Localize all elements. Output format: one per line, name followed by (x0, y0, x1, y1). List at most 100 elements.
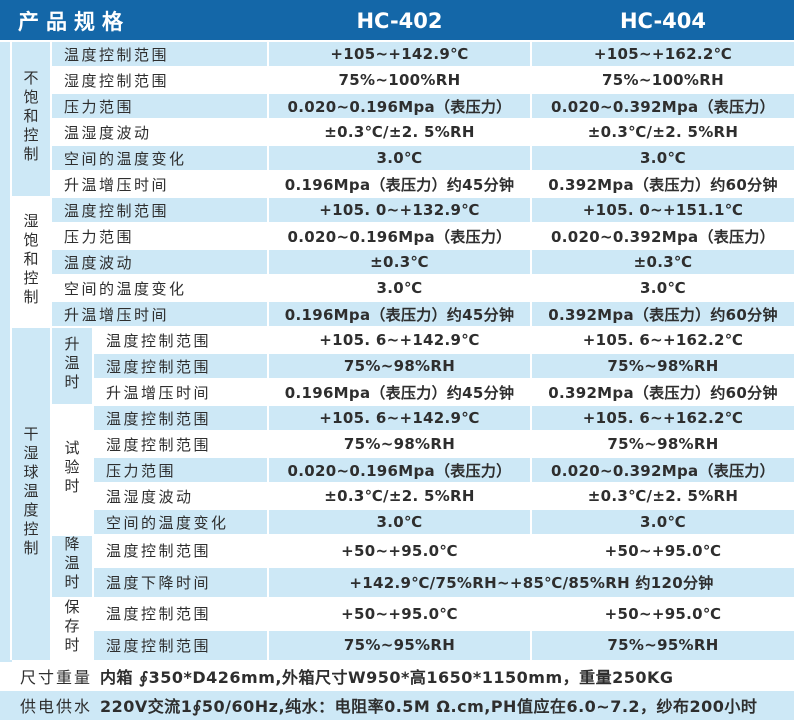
spec-value-hc404: +105. 0~+151.1℃ (530, 196, 794, 224)
spec-value-hc402: 0.020~0.196Mpa（表压力） (267, 456, 532, 484)
spec-label: 空间的温度变化 (50, 144, 269, 172)
spec-label: 升温增压时间 (50, 300, 269, 328)
group-label: 湿饱和控制 (21, 212, 40, 308)
table-row: 湿度控制范围 75%~100%RH 75%~100%RH (1, 66, 794, 94)
spec-value-hc404: 0.392Mpa（表压力）约60分钟 (530, 378, 794, 406)
spec-label: 湿度控制范围 (50, 66, 269, 94)
spec-label: 升温增压时间 (92, 378, 269, 406)
spec-value-hc404: 0.020~0.392Mpa（表压力） (530, 222, 794, 250)
spec-label: 空间的温度变化 (92, 508, 269, 536)
footer-row-power-water-supply: 供电供水 220V交流1∮50/60Hz,纯水：电阻率0.5M Ω.cm,PH值… (0, 689, 794, 720)
spec-label: 温度波动 (50, 248, 269, 276)
spec-value-hc402: 0.196Mpa（表压力）约45分钟 (267, 300, 532, 328)
spec-value-hc404: 75%~98%RH (530, 430, 794, 458)
subgroup-label: 降温时 (62, 536, 81, 593)
spec-value-hc404: 3.0℃ (530, 508, 794, 536)
spec-label: 湿度控制范围 (92, 352, 269, 380)
spec-value-hc404: +105. 6~+162.2℃ (530, 404, 794, 432)
spec-value-hc404: 75%~100%RH (530, 66, 794, 94)
page-title: 产品规格 (0, 0, 269, 42)
table-row: 升温增压时间 0.196Mpa（表压力）约45分钟 0.392Mpa（表压力）约… (1, 378, 794, 406)
table-row: 不饱和控制 温度控制范围 +105~+142.9℃ +105~+162.2℃ (0, 40, 794, 662)
spec-label: 空间的温度变化 (50, 274, 269, 302)
spec-value-hc402: 3.0℃ (267, 508, 532, 536)
subgroup-header-heating-phase: 升温时 (50, 326, 94, 406)
subgroup-label: 升温时 (62, 335, 81, 393)
subgroup-header-test-phase: 试验时 (50, 404, 94, 536)
table-row: 空间的温度变化 3.0℃ 3.0℃ (1, 144, 794, 172)
table-row: 湿饱和控制 温度控制范围 +105. 0~+132.9℃ +105. 0~+15… (1, 196, 794, 328)
spec-value-hc404: 75%~95%RH (530, 628, 794, 662)
spec-label: 湿度控制范围 (92, 430, 269, 458)
spec-value-hc402: +105. 0~+132.9℃ (267, 196, 532, 224)
table-row: 保存时 温度控制范围 +50~+95.0℃ +50~+95.0℃ (1, 597, 794, 662)
spec-value-hc402: 0.196Mpa（表压力）约45分钟 (267, 170, 532, 198)
spec-label: 压力范围 (92, 456, 269, 484)
table-row: 温湿度波动 ±0.3℃/±2. 5%RH ±0.3℃/±2. 5%RH (1, 118, 794, 146)
spec-value-hc402: 3.0℃ (267, 144, 532, 172)
table-row: 压力范围 0.020~0.196Mpa（表压力） 0.020~0.392Mpa（… (1, 92, 794, 120)
spec-value-hc404: +50~+95.0℃ (530, 534, 794, 568)
subgroup-header-cooling-phase: 降温时 (50, 534, 94, 599)
spec-value-hc402: 75%~98%RH (267, 430, 532, 458)
spec-value-hc402: 75%~98%RH (267, 352, 532, 380)
model-column-hc402: HC-402 (267, 0, 532, 42)
spec-value-hc402: ±0.3℃/±2. 5%RH (267, 482, 532, 510)
group-label: 干湿球温度控制 (21, 425, 40, 559)
table-row: 干湿球温度控制 升温时 温度控制范围 +105. 6~+142.9℃ +105.… (1, 326, 794, 662)
group-label: 不饱和控制 (21, 69, 40, 165)
spec-label: 温度控制范围 (92, 597, 269, 631)
spec-label: 压力范围 (50, 92, 269, 120)
spec-label: 温度控制范围 (50, 40, 269, 68)
spec-value-hc402: 75%~100%RH (267, 66, 532, 94)
spec-value-hc404: ±0.3℃/±2. 5%RH (530, 482, 794, 510)
spec-label: 温度控制范围 (50, 196, 269, 224)
spec-value-hc402: 0.196Mpa（表压力）约45分钟 (267, 378, 532, 406)
spec-value-hc402: ±0.3℃/±2. 5%RH (267, 118, 532, 146)
subgroup-label: 保存时 (62, 599, 81, 656)
spec-value-hc402: ±0.3℃ (267, 248, 532, 276)
spec-value-hc402: 3.0℃ (267, 274, 532, 302)
table-row: 湿度控制范围 75%~98%RH 75%~98%RH (1, 430, 794, 458)
footer-content: 内箱 ∮350*D426mm,外箱尺寸W950*高1650*1150mm，重量2… (92, 660, 794, 691)
table-row: 温度下降时间 +142.9℃/75%RH~+85℃/85%RH 约120分钟 (1, 565, 794, 599)
spec-value-hc402: +50~+95.0℃ (267, 597, 532, 631)
table-row: 湿度控制范围 75%~98%RH 75%~98%RH (1, 352, 794, 380)
spec-value-hc404: 3.0℃ (530, 274, 794, 302)
spec-label: 压力范围 (50, 222, 269, 250)
spec-value-hc404: 75%~98%RH (530, 352, 794, 380)
table-header-row: 产品规格 HC-402 HC-404 (0, 0, 794, 42)
spec-value-hc404: 3.0℃ (530, 144, 794, 172)
footer-content: 220V交流1∮50/60Hz,纯水：电阻率0.5M Ω.cm,PH值应在6.0… (92, 689, 794, 720)
spec-value-merged: +142.9℃/75%RH~+85℃/85%RH 约120分钟 (267, 565, 794, 599)
spec-value-hc402: 0.020~0.196Mpa（表压力） (267, 222, 532, 250)
subgroup-header-storage-phase: 保存时 (50, 597, 94, 662)
footer-label: 尺寸重量 (0, 660, 94, 691)
spec-value-hc404: 0.020~0.392Mpa（表压力） (530, 456, 794, 484)
table-row: 升温增压时间 0.196Mpa（表压力）约45分钟 0.392Mpa（表压力）约… (1, 300, 794, 328)
spec-value-hc402: +50~+95.0℃ (267, 534, 532, 568)
table-row: 压力范围 0.020~0.196Mpa（表压力） 0.020~0.392Mpa（… (1, 456, 794, 484)
group-header-dry-wet-bulb-control: 干湿球温度控制 (10, 326, 52, 662)
spec-label: 温度控制范围 (92, 326, 269, 354)
left-margin-strip (0, 40, 12, 662)
spec-value-hc404: 0.020~0.392Mpa（表压力） (530, 92, 794, 120)
spec-value-hc402: +105. 6~+142.9℃ (267, 404, 532, 432)
spec-label: 湿度控制范围 (92, 628, 269, 662)
spec-value-hc402: 75%~95%RH (267, 628, 532, 662)
group-header-unsaturated-control: 不饱和控制 (10, 40, 52, 198)
table-row: 湿度控制范围 75%~95%RH 75%~95%RH (1, 628, 794, 662)
spec-label: 温度控制范围 (92, 534, 269, 568)
spec-value-hc402: +105~+142.9℃ (267, 40, 532, 68)
table-row: 升温增压时间 0.196Mpa（表压力）约45分钟 0.392Mpa（表压力）约… (1, 170, 794, 198)
spec-value-hc402: 0.020~0.196Mpa（表压力） (267, 92, 532, 120)
spec-value-hc404: +105~+162.2℃ (530, 40, 794, 68)
table-row: 空间的温度变化 3.0℃ 3.0℃ (1, 274, 794, 302)
model-column-hc404: HC-404 (530, 0, 794, 42)
spec-value-hc404: 0.392Mpa（表压力）约60分钟 (530, 170, 794, 198)
spec-value-hc404: +105. 6~+162.2℃ (530, 326, 794, 354)
table-row: 试验时 温度控制范围 +105. 6~+142.9℃ +105. 6~+162.… (1, 404, 794, 536)
spec-value-hc404: ±0.3℃/±2. 5%RH (530, 118, 794, 146)
spec-label: 温湿度波动 (92, 482, 269, 510)
